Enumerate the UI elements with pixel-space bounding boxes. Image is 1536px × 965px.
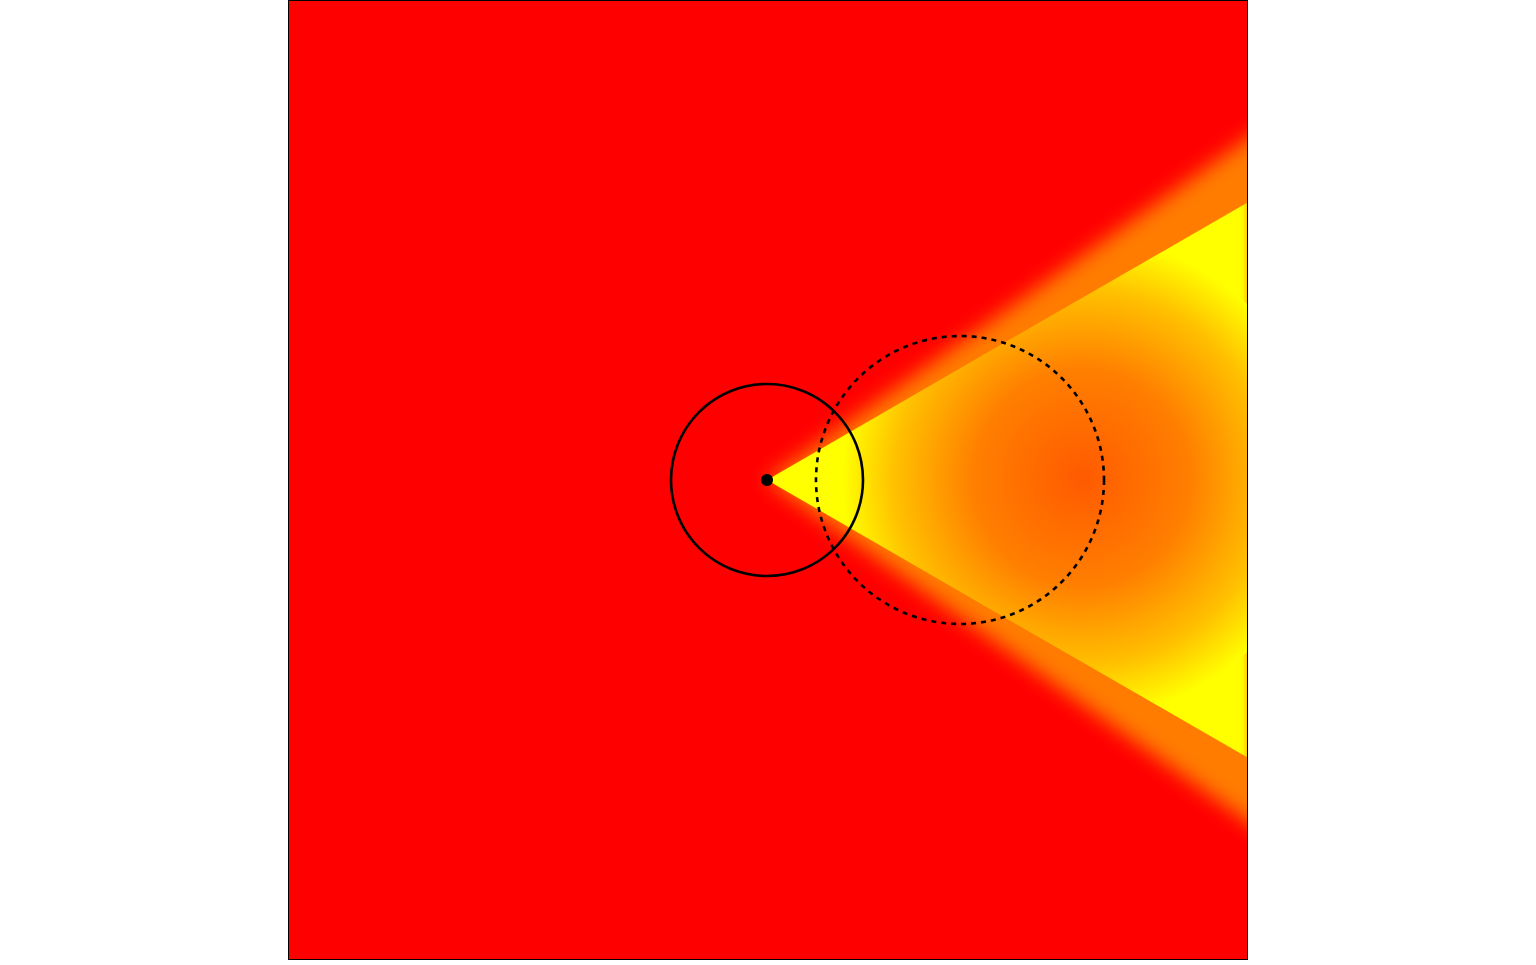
plot-panel — [288, 0, 1248, 960]
center-point — [761, 474, 773, 486]
solid-circle — [669, 382, 865, 578]
dashed-circle — [814, 334, 1106, 626]
